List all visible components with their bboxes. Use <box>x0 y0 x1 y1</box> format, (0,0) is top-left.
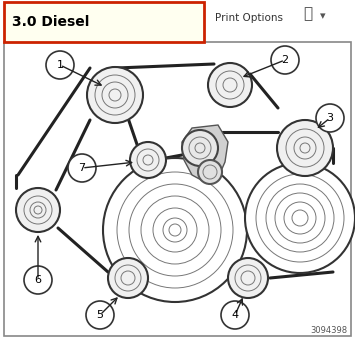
Circle shape <box>271 46 299 74</box>
Circle shape <box>103 158 247 302</box>
Circle shape <box>208 63 252 107</box>
Polygon shape <box>182 125 228 182</box>
Text: 4: 4 <box>231 310 239 320</box>
Circle shape <box>182 130 218 166</box>
Text: ▾: ▾ <box>320 11 326 21</box>
Text: 7: 7 <box>78 163 86 173</box>
Circle shape <box>221 301 249 329</box>
Circle shape <box>46 51 74 79</box>
Text: 2: 2 <box>282 55 289 65</box>
Circle shape <box>86 301 114 329</box>
Circle shape <box>130 142 166 178</box>
Circle shape <box>228 258 268 298</box>
Text: 3094398: 3094398 <box>310 326 347 335</box>
Circle shape <box>87 67 143 123</box>
Text: ⎙: ⎙ <box>303 6 312 21</box>
Text: 6: 6 <box>34 275 42 285</box>
Circle shape <box>68 154 96 182</box>
Circle shape <box>108 258 148 298</box>
Text: 3: 3 <box>327 113 333 123</box>
Circle shape <box>316 104 344 132</box>
Circle shape <box>198 160 222 184</box>
Text: Print Options: Print Options <box>215 13 283 23</box>
Bar <box>4 2 204 42</box>
Text: 3.0 Diesel: 3.0 Diesel <box>12 15 89 29</box>
Circle shape <box>245 163 355 273</box>
Text: 5: 5 <box>97 310 104 320</box>
Text: 1: 1 <box>56 60 64 70</box>
Circle shape <box>16 188 60 232</box>
Circle shape <box>277 120 333 176</box>
Circle shape <box>24 266 52 294</box>
Bar <box>4 42 351 336</box>
